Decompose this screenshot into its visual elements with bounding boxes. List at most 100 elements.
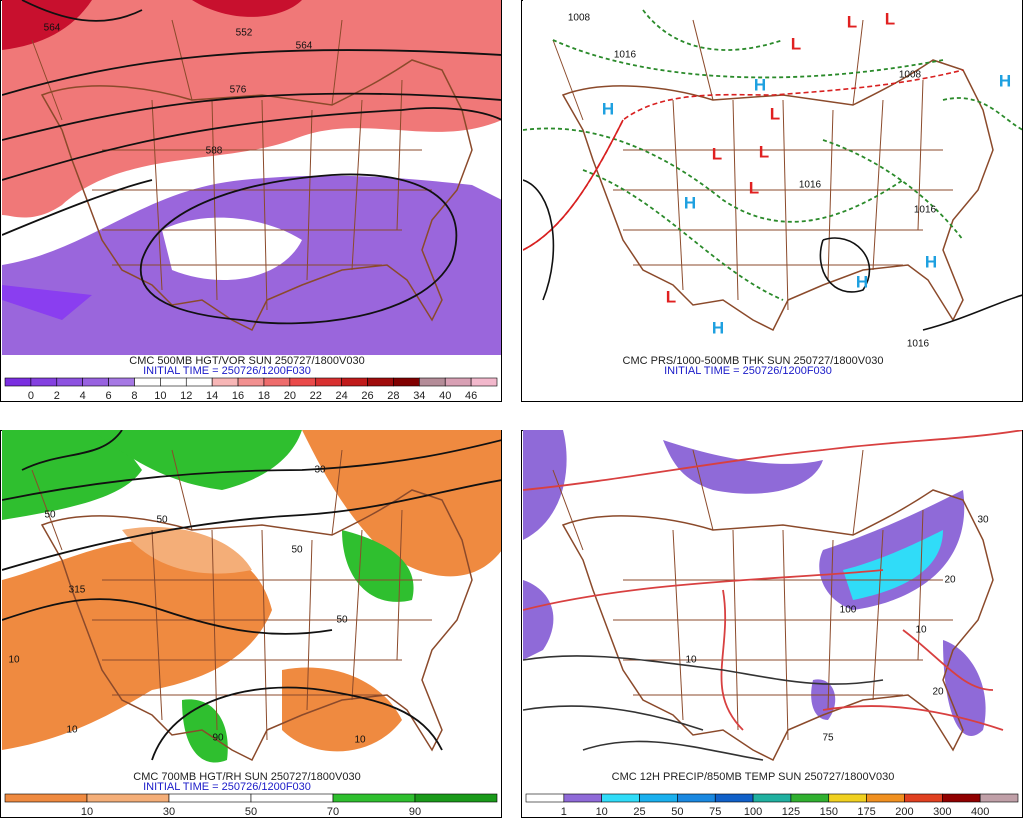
state-line bbox=[171, 449, 193, 531]
colorbar-segment bbox=[677, 793, 716, 803]
contour-label: 1008 bbox=[568, 13, 591, 24]
colorbar-segment bbox=[866, 793, 905, 803]
state-line bbox=[151, 529, 163, 721]
contour-label: 576 bbox=[230, 85, 247, 96]
state-line bbox=[31, 39, 63, 121]
state-line bbox=[852, 449, 864, 536]
colorbar-segment bbox=[4, 377, 32, 387]
shaded-field bbox=[2, 540, 272, 750]
colorbar-segment bbox=[942, 793, 981, 803]
colorbar-label: 22 bbox=[310, 390, 322, 402]
state-line bbox=[552, 39, 584, 121]
high-marker: H bbox=[856, 272, 868, 291]
low-marker: L bbox=[847, 12, 857, 31]
low-marker: L bbox=[712, 144, 722, 163]
colorbar-segment bbox=[315, 377, 342, 387]
state-line bbox=[306, 109, 313, 281]
state-line bbox=[331, 449, 343, 536]
colorbar-segment bbox=[86, 793, 170, 803]
caption: CMC PRS/1000-500MB THK SUN 250727/1800V0… bbox=[623, 355, 884, 367]
colorbar-label: 50 bbox=[671, 806, 683, 818]
colorbar-label: 16 bbox=[232, 390, 244, 402]
colorbar-label: 24 bbox=[336, 390, 348, 402]
colorbar-segment bbox=[56, 377, 83, 387]
state-line bbox=[171, 19, 193, 101]
state-line bbox=[872, 99, 884, 271]
state-line bbox=[732, 99, 739, 301]
contour bbox=[523, 655, 884, 685]
colorbar-label: 26 bbox=[361, 390, 373, 402]
contour-label: 20 bbox=[944, 575, 956, 586]
high-marker: H bbox=[754, 75, 766, 94]
high-marker: H bbox=[999, 71, 1011, 90]
state-line bbox=[872, 529, 884, 701]
initial-time: INITIAL TIME = 250726/1200F030 bbox=[664, 365, 832, 377]
shaded-field bbox=[342, 530, 414, 602]
colorbar-segment bbox=[250, 793, 334, 803]
contour bbox=[139, 173, 458, 325]
colorbar-segment bbox=[828, 793, 867, 803]
contour-label: 10 bbox=[8, 655, 20, 666]
contour bbox=[822, 705, 1004, 731]
coastline bbox=[40, 489, 473, 762]
colorbar-label: 100 bbox=[744, 806, 762, 818]
panel: 50 50 10 10 30 50 90 50 10 315 CMC 700MB HGT/RH SU… bbox=[0, 430, 502, 818]
contour-label: 552 bbox=[236, 28, 253, 39]
colorbar-segment bbox=[639, 793, 678, 803]
high-marker: H bbox=[712, 318, 724, 337]
colorbar-segment bbox=[211, 377, 239, 387]
contour-label: 50 bbox=[156, 515, 168, 526]
contour-label: 30 bbox=[314, 465, 326, 476]
state-line bbox=[351, 529, 363, 701]
shaded-field bbox=[2, 0, 92, 50]
shaded-field bbox=[92, 430, 302, 490]
colorbar-label: 20 bbox=[284, 390, 296, 402]
colorbar-label: 8 bbox=[131, 390, 137, 402]
colorbar-segment bbox=[108, 377, 135, 387]
colorbar-label: 1 bbox=[561, 806, 567, 818]
colorbar-label: 4 bbox=[80, 390, 86, 402]
low-marker: L bbox=[885, 9, 895, 28]
contour bbox=[21, 0, 143, 22]
contour bbox=[523, 119, 624, 251]
state-line bbox=[552, 469, 584, 551]
state-line bbox=[732, 529, 739, 731]
state-line bbox=[261, 99, 268, 311]
colorbar-label: 10 bbox=[596, 806, 608, 818]
colorbar-label: 14 bbox=[206, 390, 218, 402]
low-marker: L bbox=[749, 178, 759, 197]
state-line bbox=[211, 529, 218, 731]
contour bbox=[942, 97, 1022, 131]
colorbar-segment bbox=[160, 377, 187, 387]
colorbar-segment bbox=[4, 793, 88, 803]
colorbar-label: 50 bbox=[245, 806, 257, 818]
map: 75 100 10 20 20 10 30 bbox=[523, 430, 1022, 772]
colorbar-segment bbox=[419, 377, 446, 387]
colorbar-segment bbox=[237, 377, 265, 387]
contour-label: 10 bbox=[685, 655, 697, 666]
colorbar-segment bbox=[185, 377, 213, 387]
colorbar-label: 200 bbox=[895, 806, 913, 818]
state-line bbox=[782, 99, 789, 311]
state-line bbox=[782, 529, 789, 741]
colorbar-label: 28 bbox=[387, 390, 399, 402]
shaded-field bbox=[663, 440, 823, 494]
state-line bbox=[692, 19, 714, 101]
contour bbox=[2, 107, 501, 181]
state-line bbox=[261, 529, 268, 741]
state-line bbox=[31, 469, 63, 551]
contour bbox=[523, 569, 884, 611]
contour bbox=[2, 92, 501, 141]
colorbar-label: 18 bbox=[258, 390, 270, 402]
shaded-field bbox=[523, 580, 554, 660]
map: 564 552 564 576 588 bbox=[2, 0, 501, 355]
state-line bbox=[351, 99, 363, 271]
colorbar-segment bbox=[525, 793, 565, 803]
colorbar-segment bbox=[470, 377, 498, 387]
shaded-field bbox=[2, 285, 92, 320]
colorbar-label: 30 bbox=[163, 806, 175, 818]
colorbar-segment bbox=[979, 793, 1019, 803]
colorbar-segment bbox=[393, 377, 420, 387]
